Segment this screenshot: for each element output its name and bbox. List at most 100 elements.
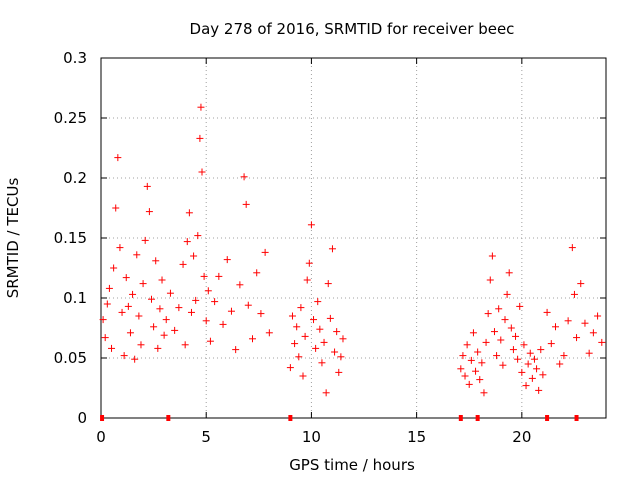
data-point	[288, 312, 296, 320]
data-point	[331, 348, 339, 356]
coverage-mark	[574, 415, 579, 421]
y-tick-label: 0.3	[63, 49, 87, 67]
data-point	[219, 320, 227, 328]
data-point	[524, 360, 532, 368]
data-point	[187, 308, 195, 316]
data-point	[120, 352, 128, 360]
data-point	[598, 338, 606, 346]
data-points	[99, 103, 606, 397]
data-point	[493, 352, 501, 360]
data-point	[339, 335, 347, 343]
x-tick-label: 5	[201, 428, 211, 446]
y-tick-label: 0	[77, 409, 87, 427]
data-point	[253, 269, 261, 277]
x-tick-label: 0	[96, 428, 106, 446]
data-point	[183, 238, 191, 246]
data-point	[126, 329, 134, 337]
data-point	[335, 368, 343, 376]
chart-title: Day 278 of 2016, SRMTID for receiver bee…	[190, 20, 515, 38]
x-tick-label: 20	[512, 428, 531, 446]
data-point	[297, 304, 305, 312]
data-point	[101, 334, 109, 342]
data-point	[198, 168, 206, 176]
data-point	[293, 323, 301, 331]
data-point	[495, 305, 503, 313]
data-point	[522, 382, 530, 390]
data-point	[232, 346, 240, 354]
coverage-mark	[166, 415, 171, 421]
data-point	[154, 344, 162, 352]
data-point	[156, 305, 164, 313]
data-point	[110, 264, 118, 272]
data-point	[158, 276, 166, 284]
data-point	[103, 300, 111, 308]
data-point	[185, 209, 193, 217]
data-point	[478, 359, 486, 367]
y-axis-label: SRMTID / TECUs	[4, 178, 22, 299]
data-point	[564, 317, 572, 325]
data-point	[568, 244, 576, 252]
y-tick-label: 0.05	[54, 349, 87, 367]
x-tick-label: 10	[302, 428, 321, 446]
data-point	[148, 295, 155, 303]
data-point	[139, 280, 147, 288]
data-point	[488, 252, 496, 260]
coverage-marks	[100, 415, 579, 421]
data-point	[291, 340, 299, 348]
data-point	[560, 352, 568, 360]
data-point	[124, 302, 132, 310]
data-point	[480, 389, 488, 397]
data-point	[310, 316, 318, 324]
data-point	[312, 344, 320, 352]
data-point	[129, 290, 137, 298]
data-point	[303, 276, 311, 284]
data-point	[160, 331, 168, 339]
data-point	[322, 389, 330, 397]
data-point	[316, 325, 324, 333]
data-point	[145, 208, 153, 216]
data-point	[537, 346, 545, 354]
data-point	[573, 334, 581, 342]
data-point	[286, 364, 294, 372]
data-point	[166, 289, 174, 297]
data-point	[261, 248, 269, 256]
data-point	[535, 386, 543, 394]
data-point	[328, 245, 336, 253]
data-point	[108, 344, 116, 352]
data-point	[99, 316, 107, 324]
coverage-mark	[100, 415, 105, 421]
data-point	[211, 298, 219, 306]
data-point	[299, 372, 307, 380]
data-point	[539, 371, 547, 379]
data-point	[202, 317, 210, 325]
data-point	[305, 259, 313, 267]
data-point	[585, 349, 593, 357]
data-point	[589, 329, 597, 337]
data-point	[242, 200, 250, 208]
data-point	[257, 310, 265, 318]
data-point	[518, 368, 526, 376]
data-point	[520, 341, 528, 349]
data-point	[150, 323, 158, 331]
data-point	[528, 374, 536, 382]
data-point	[194, 232, 202, 240]
data-point	[514, 355, 522, 363]
data-point	[307, 221, 315, 229]
data-point	[459, 352, 467, 360]
data-point	[200, 272, 208, 280]
data-point	[240, 173, 248, 181]
data-point	[152, 257, 160, 265]
data-point	[594, 312, 602, 320]
data-point	[526, 349, 534, 357]
data-point	[162, 316, 170, 324]
data-point	[505, 269, 513, 277]
data-point	[497, 336, 505, 344]
data-point	[326, 314, 334, 322]
y-tick-label: 0.1	[63, 289, 87, 307]
data-point	[552, 323, 559, 331]
data-point	[469, 329, 477, 337]
data-point	[133, 251, 141, 259]
data-point	[516, 302, 524, 310]
